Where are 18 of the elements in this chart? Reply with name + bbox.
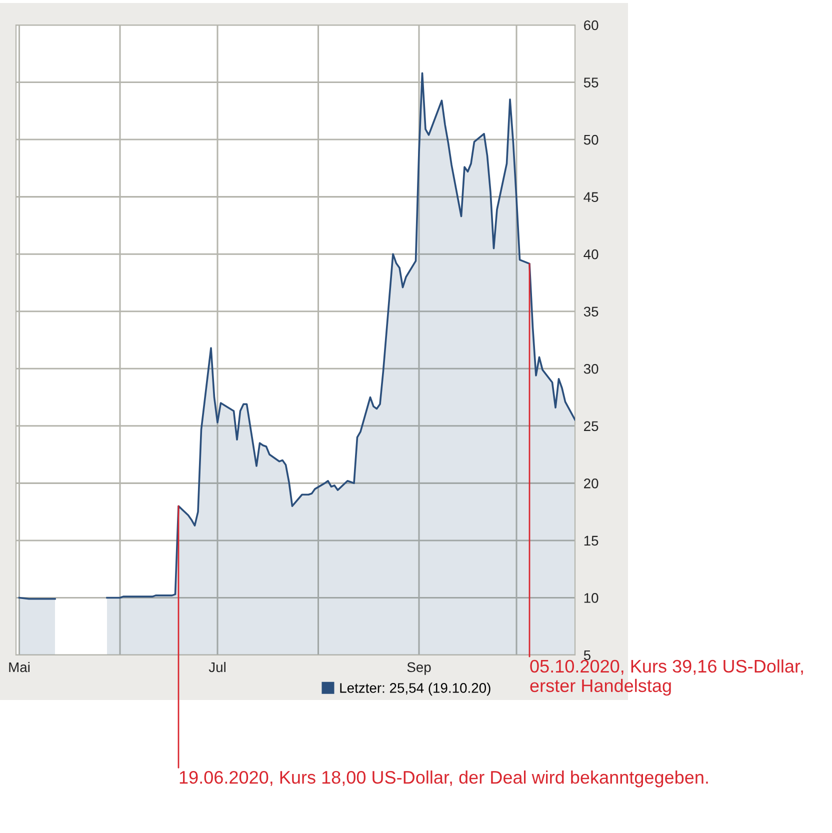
x-tick-label: Sep (407, 662, 431, 675)
annotation: 05.10.2020, Kurs 39,16 US-Dollar, erster Handelstag (530, 659, 803, 696)
y-tick-label: 5 (584, 650, 590, 660)
y-tick-label: 25 (584, 421, 598, 432)
y-tick-label: 55 (584, 78, 598, 88)
y-tick-label: 20 (584, 478, 598, 488)
legend-label: Letzter: 25,54 (19.10.20) (340, 682, 490, 696)
annotation: 19.06.2020, Kurs 18,00 US-Dollar, der Deal wird bekanntgegeben. (180, 770, 708, 788)
y-tick-label: 40 (584, 249, 598, 260)
y-tick-label: 50 (584, 134, 598, 145)
y-tick-label: 60 (584, 20, 598, 30)
x-tick-label: Jul (208, 662, 226, 672)
y-tick-label: 45 (584, 192, 598, 202)
y-tick-label: 35 (584, 306, 598, 317)
x-tick-label: Mai (9, 662, 30, 672)
y-tick-label: 30 (584, 364, 598, 374)
y-tick-label: 10 (584, 593, 598, 603)
y-tick-label: 15 (584, 536, 598, 546)
